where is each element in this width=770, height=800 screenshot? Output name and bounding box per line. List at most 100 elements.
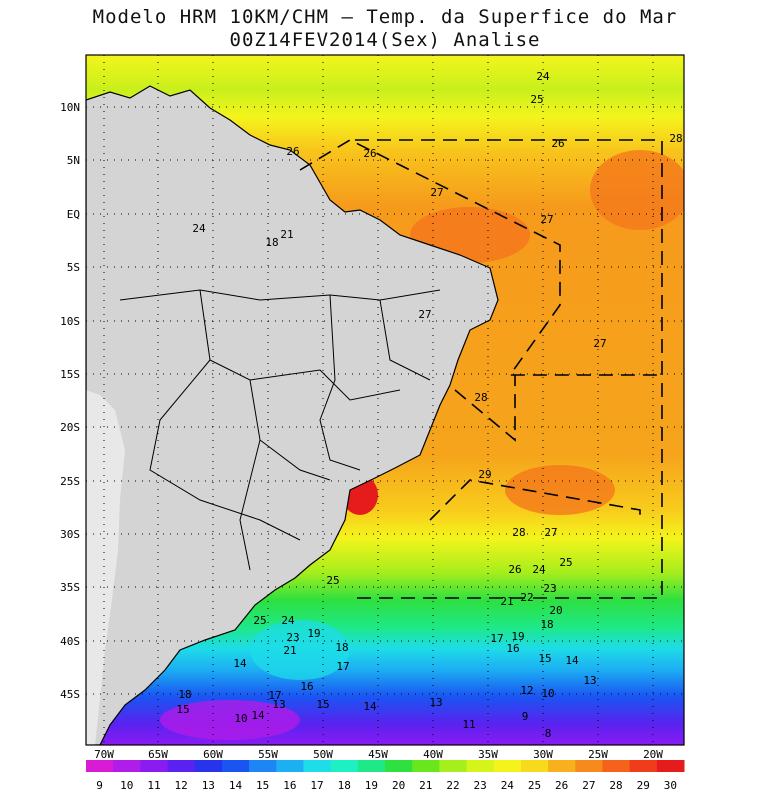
contour-label: 26 <box>363 147 376 160</box>
contour-label: 14 <box>363 700 377 713</box>
contour-label: 9 <box>522 710 529 723</box>
map-subtitle: 00Z14FEV2014(Sex) Analise <box>229 29 541 51</box>
contour-label: 23 <box>286 631 299 644</box>
map-frame <box>85 54 685 746</box>
contour-label: 22 <box>520 591 533 604</box>
lon-label: 40W <box>423 748 443 761</box>
contour-label: 18 <box>540 618 553 631</box>
colorbar-tick-label: 16 <box>283 779 296 792</box>
colorbar-swatch <box>466 760 495 772</box>
lat-label: 10S <box>60 315 80 328</box>
colorbar-tick-label: 23 <box>474 779 487 792</box>
contour-label: 16 <box>506 642 519 655</box>
colorbar-swatch <box>602 760 631 772</box>
contour-label: 17 <box>336 660 349 673</box>
colorbar-tick-label: 19 <box>365 779 378 792</box>
contour-label: 28 <box>512 526 525 539</box>
contour-label: 17 <box>268 689 281 702</box>
colorbar-tick-label: 10 <box>120 779 133 792</box>
colorbar-tick-label: 20 <box>392 779 405 792</box>
colorbar-swatch <box>439 760 468 772</box>
colorbar-tick-label: 9 <box>96 779 103 792</box>
lon-label: 60W <box>203 748 223 761</box>
contour-label: 11 <box>462 718 475 731</box>
longitude-labels: 70W 65W 60W 55W 50W 45W 40W 35W 30W 25W 20W <box>94 748 663 761</box>
contour-label: 23 <box>543 582 556 595</box>
contour-label: 24 <box>192 222 206 235</box>
lat-label: 30S <box>60 528 80 541</box>
lon-label: 20W <box>643 748 663 761</box>
lat-label: 5S <box>67 261 80 274</box>
contour-label: 18 <box>178 688 191 701</box>
lat-label: 20S <box>60 421 80 434</box>
colorbar-swatch <box>221 760 250 772</box>
contour-label: 26 <box>551 137 564 150</box>
contour-label: 14 <box>565 654 579 667</box>
contour-label: 18 <box>335 641 348 654</box>
contour-label: 27 <box>430 186 443 199</box>
lat-label: EQ <box>67 208 80 221</box>
lat-lon-grid <box>86 55 684 745</box>
contour-label: 27 <box>593 337 606 350</box>
colorbar-tick-label: 13 <box>202 779 215 792</box>
latitude-labels: 10N 5N EQ 5S 10S 15S 20S 25S 30S 35S 40S 45S <box>60 101 80 701</box>
contour-label: 28 <box>669 132 682 145</box>
lat-label: 45S <box>60 688 80 701</box>
contour-label: 25 <box>326 574 339 587</box>
contour-label: 25 <box>530 93 543 106</box>
colorbar-tick-label: 14 <box>229 779 243 792</box>
colorbar-tick-label: 24 <box>501 779 515 792</box>
contour-label: 10 <box>234 712 247 725</box>
contour-label: 13 <box>429 696 442 709</box>
warm-patch-southeast <box>505 465 615 515</box>
lon-label: 55W <box>258 748 278 761</box>
andes-relief <box>86 390 125 745</box>
lon-label: 70W <box>94 748 114 761</box>
contour-label: 24 <box>532 563 546 576</box>
lat-label: 25S <box>60 475 80 488</box>
colorbar-swatch <box>656 760 685 772</box>
lat-label: 35S <box>60 581 80 594</box>
map-title: Modelo HRM 10KM/CHM – Temp. da Superfice… <box>92 6 678 28</box>
contour-label: 27 <box>540 213 553 226</box>
contour-label: 14 <box>251 709 265 722</box>
colorbar-tick-label: 21 <box>419 779 432 792</box>
contour-label: 26 <box>286 145 299 158</box>
contour-label: 21 <box>283 644 296 657</box>
lon-label: 50W <box>313 748 333 761</box>
contour-label: 15 <box>316 698 329 711</box>
contour-label: 25 <box>253 614 266 627</box>
colorbar-tick-label: 12 <box>175 779 188 792</box>
contour-label: 12 <box>520 684 533 697</box>
contour-label: 24 <box>536 70 550 83</box>
contour-label: 19 <box>307 627 320 640</box>
lon-label: 45W <box>368 748 388 761</box>
contour-label: 18 <box>265 236 278 249</box>
colorbar-tick-label: 29 <box>637 779 650 792</box>
colorbar-swatch <box>276 760 304 772</box>
lat-label: 10N <box>60 101 80 114</box>
contour-label: 16 <box>300 680 313 693</box>
colorbar-swatch <box>303 760 332 772</box>
contour-label: 15 <box>176 703 189 716</box>
colorbar-tick-label: 25 <box>528 779 541 792</box>
contour-label: 17 <box>490 632 503 645</box>
lat-label: 15S <box>60 368 80 381</box>
colorbar-tick-label: 22 <box>446 779 459 792</box>
lat-label: 5N <box>67 154 80 167</box>
contour-label: 14 <box>233 657 247 670</box>
colorbar-swatch <box>249 760 277 772</box>
warm-patch-northeast <box>590 150 684 230</box>
colorbar-swatch <box>548 760 576 772</box>
lon-label: 25W <box>588 748 608 761</box>
colorbar-swatch <box>520 760 549 772</box>
colorbar-labels: 9 10 11 12 13 14 15 16 17 18 19 20 21 22 23 24 25 26 27 28 2… <box>96 779 677 792</box>
colorbar-tick-label: 26 <box>555 779 568 792</box>
contour-label: 25 <box>559 556 572 569</box>
contour-label: 15 <box>538 652 551 665</box>
lon-label: 30W <box>533 748 553 761</box>
colorbar-tick-label: 15 <box>256 779 269 792</box>
colorbar-tick-label: 11 <box>147 779 160 792</box>
